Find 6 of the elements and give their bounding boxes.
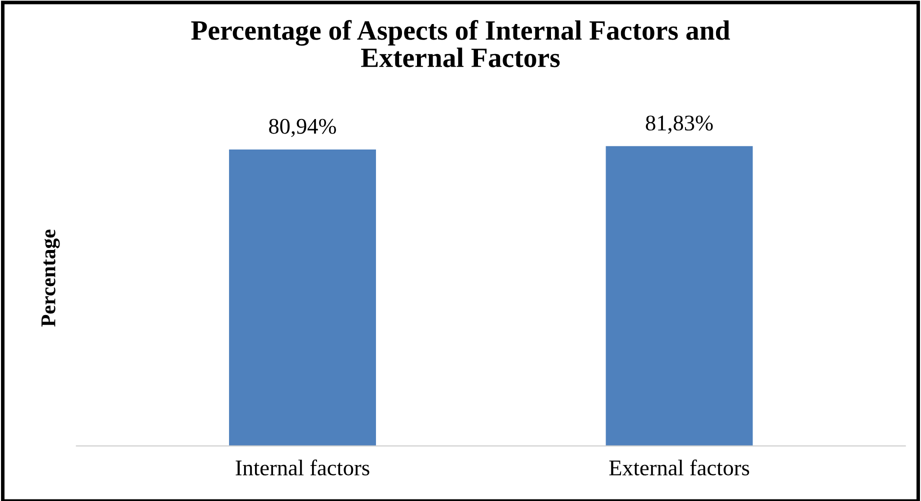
x-tick-label: External factors bbox=[609, 460, 750, 476]
y-axis-title: Percentage bbox=[42, 230, 60, 327]
data-label: 80,94% bbox=[269, 118, 336, 138]
chart-title: Percentage of Aspects of Internal Factors and External Factors bbox=[191, 20, 730, 68]
data-label: 81,83% bbox=[646, 116, 713, 134]
x-tick-label: Internal factors bbox=[236, 460, 370, 476]
